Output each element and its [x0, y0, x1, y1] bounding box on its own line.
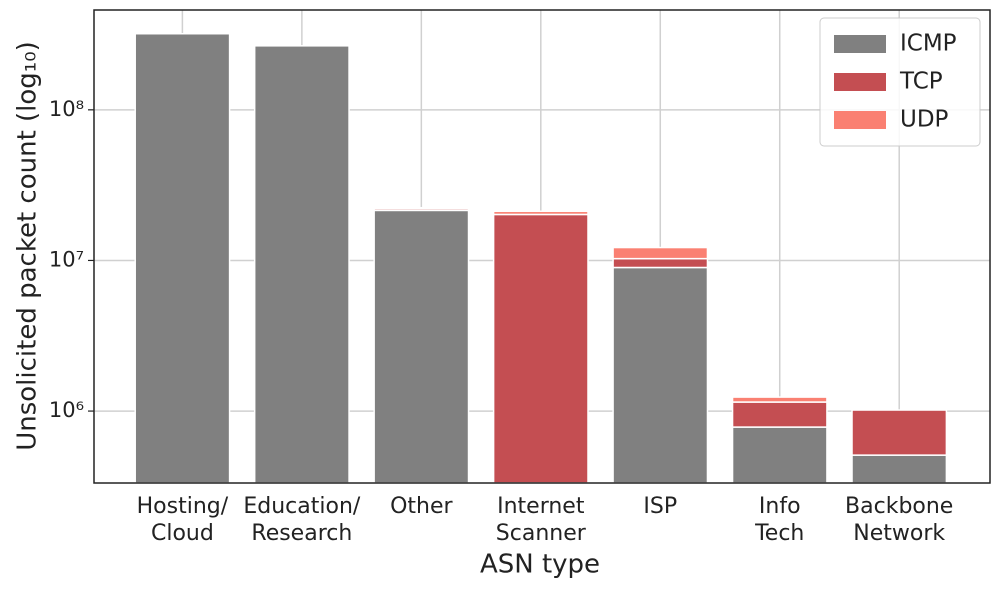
bar-segment — [253, 45, 350, 484]
bar-segment — [612, 266, 709, 484]
legend: ICMP TCP UDP — [819, 17, 981, 147]
bar-segment — [134, 32, 231, 484]
x-tick-label: ISP — [643, 494, 678, 519]
bar-segment — [373, 206, 470, 210]
bar-segment — [612, 257, 709, 269]
x-tick-label: Backbone Network — [845, 494, 954, 546]
x-tick-label: Hosting/ Cloud — [136, 494, 229, 546]
plot-frame — [93, 9, 991, 484]
legend-label: ICMP — [900, 31, 957, 57]
legend-swatch — [834, 111, 886, 129]
y-tick-label: 10⁷ — [49, 247, 84, 271]
bar-segment — [731, 396, 828, 403]
x-tick-label: Education/ Research — [243, 494, 361, 546]
x-tick-label: Other — [390, 494, 453, 519]
y-tick-label: 10⁸ — [49, 97, 84, 121]
legend-swatch — [834, 73, 886, 91]
bar-segment — [731, 401, 828, 428]
x-tick-label: Internet Scanner — [495, 494, 586, 546]
x-axis-label: ASN type — [480, 550, 600, 580]
y-axis-label: Unsolicited packet count (log₁₀) — [13, 41, 43, 451]
x-tick-label: Info Tech — [755, 494, 805, 546]
bar-segment — [612, 246, 709, 260]
bar-segment — [373, 209, 470, 484]
legend-swatch — [834, 35, 886, 53]
legend-label: UDP — [900, 107, 949, 133]
bar-segment — [851, 454, 948, 484]
bar-segment — [492, 213, 589, 484]
bar-segment — [492, 210, 589, 216]
bar-segment — [731, 426, 828, 484]
bar-segment — [851, 409, 948, 456]
y-tick-label: 10⁶ — [49, 398, 84, 422]
legend-label: TCP — [899, 69, 943, 95]
